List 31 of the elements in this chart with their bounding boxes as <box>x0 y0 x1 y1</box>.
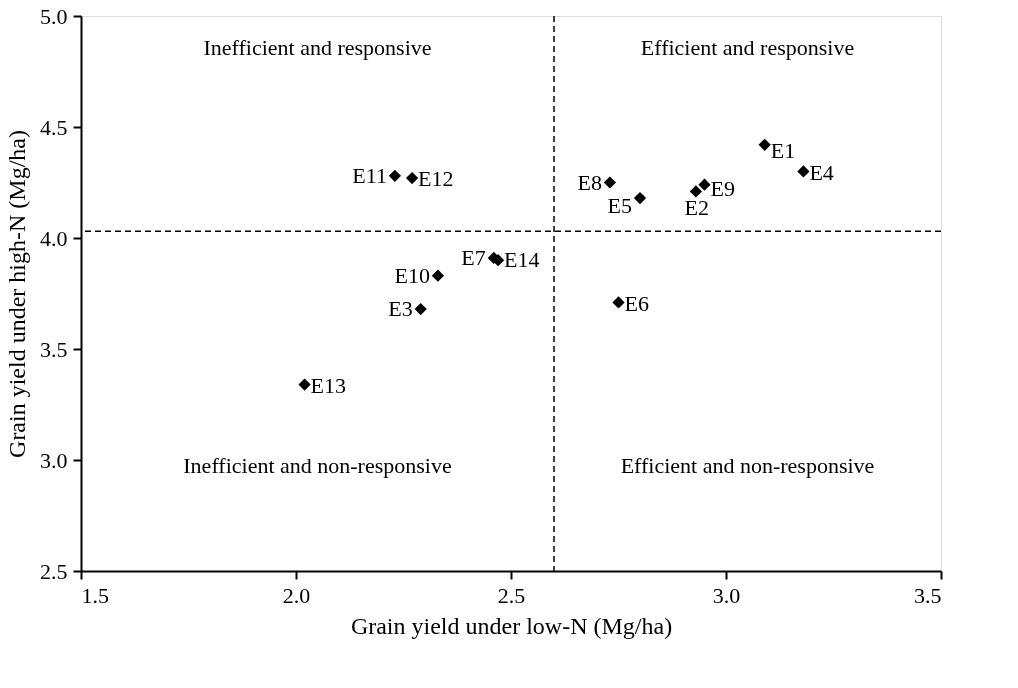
annotation: Efficient and responsive <box>640 35 855 60</box>
x-tick-label: 2.0 <box>282 582 311 608</box>
series-label: E13 <box>310 372 347 398</box>
y-axis-title: Grain yield under high-N (Mg/ha) <box>4 130 30 458</box>
y-tick-label: 5.0 <box>40 3 68 29</box>
series-label: E5 <box>607 193 632 219</box>
y-tick-label: 4.5 <box>40 114 68 140</box>
series-label: E12 <box>418 166 454 192</box>
series-label: E3 <box>388 296 413 322</box>
series-label: E1 <box>770 137 796 163</box>
y-tick-label: 3.0 <box>40 447 68 473</box>
series-label: E11 <box>352 162 387 188</box>
series-label: E7 <box>461 244 486 270</box>
series-label: E10 <box>394 262 430 288</box>
series-label: E14 <box>504 247 540 273</box>
series-label: E8 <box>577 169 602 195</box>
y-tick-label: 3.5 <box>40 336 68 362</box>
annotation: Efficient and non-responsive <box>620 452 875 478</box>
x-axis-title: Grain yield under low-N (Mg/ha) <box>350 612 673 639</box>
series-label: E2 <box>684 195 709 221</box>
x-tick-label: 3.0 <box>712 582 741 608</box>
x-tick-label: 3.5 <box>914 582 942 608</box>
x-tick-label: 2.5 <box>497 582 526 608</box>
y-tick-label: 2.5 <box>40 558 68 584</box>
series-label: E9 <box>710 175 735 201</box>
series-label: E4 <box>809 160 834 186</box>
x-tick-label: 1.5 <box>81 582 109 608</box>
y-tick-label: 4.0 <box>40 225 68 251</box>
annotation: Inefficient and non-responsive <box>183 452 452 478</box>
annotation: Inefficient and responsive <box>203 35 432 60</box>
series-label: E6 <box>624 291 649 317</box>
